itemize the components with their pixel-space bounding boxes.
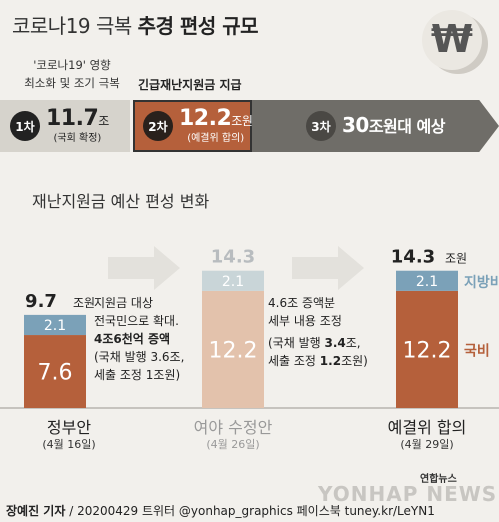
label-national-2: 12.2 bbox=[209, 338, 258, 363]
note2-line3: (국채 발행 3.4조, bbox=[268, 336, 361, 350]
title-light: 코로나19 극복 bbox=[12, 14, 132, 38]
stage1-caption: '코로나19' 영향 최소화 및 조기 극복 bbox=[12, 56, 132, 92]
category-date-government: (4월 16일) bbox=[42, 438, 96, 451]
bar-national-1 bbox=[24, 335, 86, 408]
note1-line1: 지원금 대상 bbox=[94, 296, 154, 310]
svg-text:₩: ₩ bbox=[431, 17, 473, 61]
label-local-1: 2.1 bbox=[44, 318, 66, 334]
bar-local-1 bbox=[24, 314, 86, 336]
stage1-amount: 11.7조 bbox=[46, 106, 109, 131]
credit-rest: / 20200429 트위터 @yonhap_graphics 페이스북 tun… bbox=[65, 504, 435, 518]
label-national-3: 12.2 bbox=[403, 338, 452, 363]
stage2-caption: 긴급재난지원금 지급 bbox=[138, 78, 242, 92]
category-date-agreement: (4월 29일) bbox=[400, 438, 454, 451]
label-total-3: 14.3 bbox=[391, 247, 435, 268]
progress-arrow-1 bbox=[108, 246, 180, 290]
label-total-1: 9.7 bbox=[25, 291, 57, 312]
stage1-caption-line2: 최소화 및 조기 극복 bbox=[24, 76, 120, 90]
stage2-badge: 2차 bbox=[143, 111, 173, 141]
stage3-arrow: 3차 30조원대 예상 bbox=[252, 100, 499, 152]
stage2-amount: 12.2조원 bbox=[179, 106, 253, 131]
stage2-box: 2차 12.2조원 (예결위 합의) bbox=[133, 100, 253, 152]
bar-local-2 bbox=[202, 270, 264, 291]
stage1-badge: 1차 bbox=[10, 111, 40, 141]
label-national-1: 7.6 bbox=[38, 361, 73, 386]
yonhap-logo-small: 연합뉴스 bbox=[420, 474, 457, 485]
label-total-unit-3: 조원 bbox=[445, 252, 467, 266]
note2-line4: 세출 조정 1.2조원) bbox=[268, 354, 368, 368]
note1-line2: 전국민으로 확대. bbox=[94, 314, 179, 328]
stage1-note: (국회 확정) bbox=[53, 133, 102, 144]
title-bold: 추경 편성 규모 bbox=[137, 14, 259, 38]
note1-line4: (국채 발행 3.6조, bbox=[94, 350, 185, 364]
stage2-note: (예결위 합의) bbox=[187, 133, 245, 144]
yonhap-watermark: YONHAP NEWS bbox=[318, 482, 498, 506]
label-local-3: 2.1 bbox=[416, 274, 438, 290]
page-title: 코로나19 극복 추경 편성 규모 bbox=[12, 10, 259, 39]
category-date-revision: (4월 26일) bbox=[206, 438, 260, 451]
bar-local-3 bbox=[396, 270, 458, 291]
bar-national-2 bbox=[202, 290, 264, 408]
stage1-caption-line1: '코로나19' 영향 bbox=[33, 58, 111, 72]
bar-national-3 bbox=[396, 290, 458, 408]
credit-name: 장예진 기자 bbox=[6, 504, 66, 518]
note2-line2: 세부 내용 조정 bbox=[268, 314, 342, 328]
note1-line5: 세출 조정 1조원) bbox=[94, 368, 181, 382]
series-label-national: 국비 bbox=[464, 343, 490, 359]
label-total-unit-1: 조원 bbox=[73, 296, 95, 310]
label-total-2: 14.3 bbox=[211, 247, 255, 268]
note-government-to-revision: 지원금 대상 전국민으로 확대. 4조6천억 증액 (국채 발행 3.6조, 세… bbox=[94, 294, 184, 384]
stage1-box: 1차 11.7조 (국회 확정) bbox=[0, 100, 130, 152]
label-local-2: 2.1 bbox=[222, 274, 244, 290]
progress-arrow-2 bbox=[292, 246, 364, 290]
section-title: 재난지원금 예산 편성 변화 bbox=[32, 192, 210, 211]
stage3-amount: 30조원대 예상 bbox=[341, 113, 446, 137]
note2-line1: 4.6조 증액분 bbox=[268, 296, 336, 310]
note-revision-to-agreement: 4.6조 증액분 세부 내용 조정 (국채 발행 3.4조, 세출 조정 1.2… bbox=[268, 294, 368, 370]
credit-line: 장예진 기자 / 20200429 트위터 @yonhap_graphics 페… bbox=[6, 502, 435, 519]
note1-highlight: 4조6천억 증액 bbox=[94, 332, 171, 346]
category-label-government: 정부안 bbox=[46, 418, 92, 437]
series-label-local: 지방비 bbox=[464, 274, 499, 291]
category-label-revision: 여야 수정안 bbox=[193, 418, 273, 437]
won-currency-icon: ₩ bbox=[422, 10, 488, 74]
stage3-badge: 3차 bbox=[305, 111, 336, 141]
category-label-agreement: 예결위 합의 bbox=[387, 418, 467, 437]
